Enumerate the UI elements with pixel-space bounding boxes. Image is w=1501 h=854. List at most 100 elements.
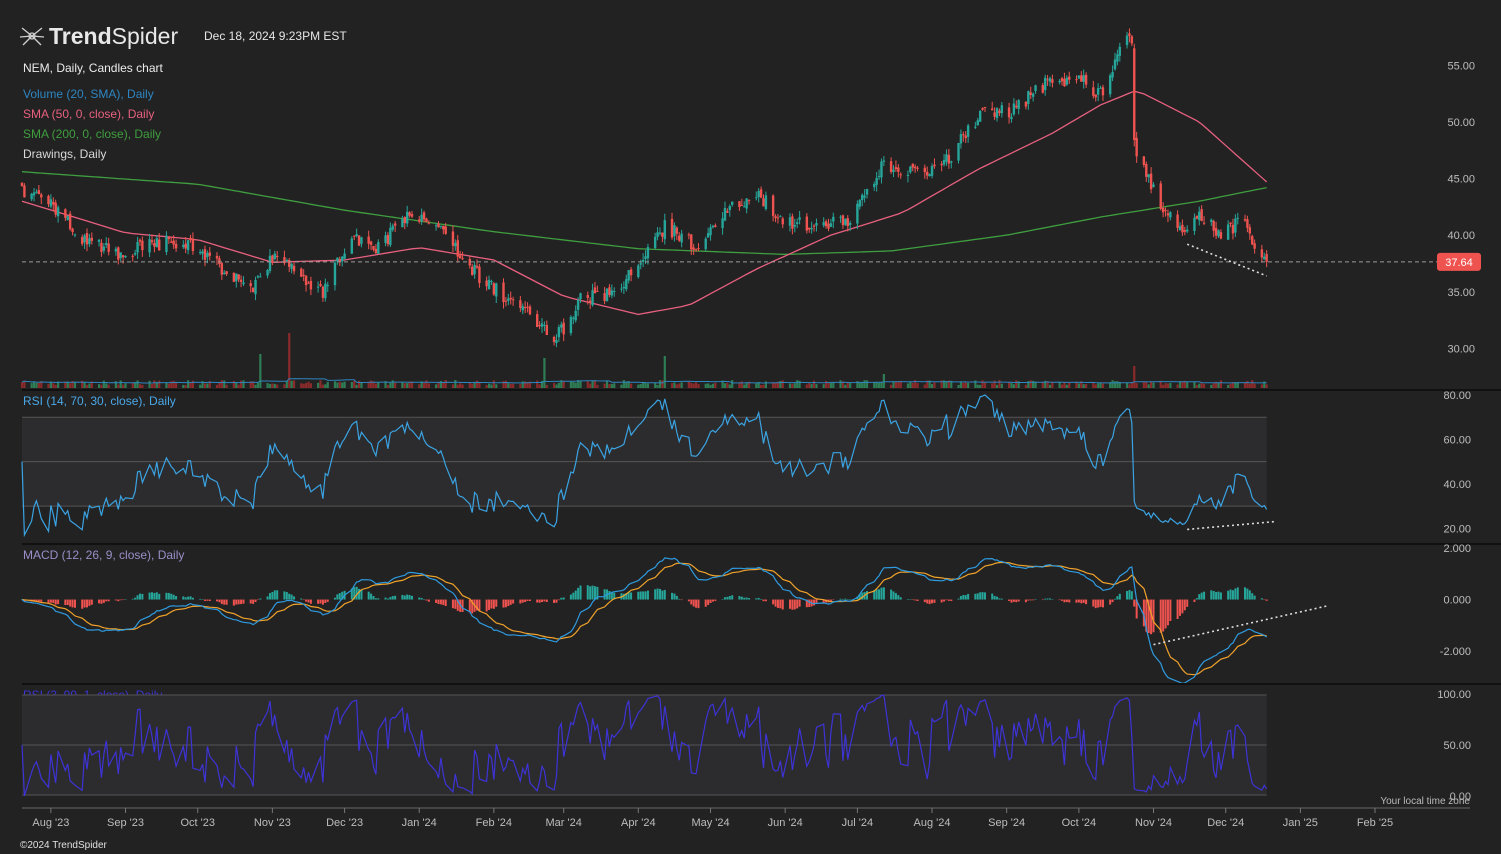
legend-drawings[interactable]: Drawings, Daily (23, 147, 106, 161)
candle-body (511, 299, 515, 301)
macd-histogram-bar (1113, 598, 1116, 600)
macd-histogram-bar (216, 599, 219, 602)
volume-bar (723, 383, 727, 388)
rsi3-pane[interactable]: RSI (3, 99, 1, close), Daily 100.0050.00… (21, 688, 1471, 803)
legend-symbol[interactable]: NEM, Daily, Candles chart (23, 61, 163, 75)
macd-histogram-bar (726, 596, 729, 600)
x-axis-tick-label: Jan '24 (402, 817, 437, 829)
macd-histogram-bar (774, 599, 777, 607)
macd-histogram-bar (490, 599, 493, 609)
macd-histogram-bar (333, 597, 336, 600)
candle-body (762, 198, 765, 207)
macd-histogram-bar (319, 599, 322, 604)
volume-bar (849, 383, 852, 388)
volume-bar (256, 382, 260, 388)
volume-bar (610, 383, 613, 388)
volume-bar (1010, 383, 1013, 388)
macd-histogram-bar (1032, 599, 1035, 601)
volume-bar (73, 381, 77, 388)
candle-body (757, 190, 760, 198)
candle-body (545, 325, 549, 336)
volume-bar (266, 383, 269, 388)
volume-bar (206, 383, 209, 388)
volume-bar (930, 384, 934, 388)
volume-bar (174, 382, 178, 388)
macd-histogram-bar (141, 593, 144, 600)
macd-histogram-bar (184, 597, 187, 600)
price-pane[interactable]: 55.00 50.00 45.00 40.00 35.00 30.00 37.64 (20, 28, 1481, 355)
macd-signal-line (21, 561, 1267, 676)
candle-body (35, 191, 38, 193)
macd-histogram-bar (1203, 591, 1206, 600)
candle-body (892, 169, 895, 173)
volume-bar (117, 384, 120, 388)
macd-histogram-bar (1116, 596, 1119, 600)
macd-histogram-bar (492, 599, 495, 609)
macd-histogram-bar (796, 599, 799, 609)
candle-body (1159, 183, 1162, 209)
volume-bar (772, 382, 775, 388)
volume-bar (1099, 382, 1102, 388)
candle-body (20, 182, 24, 186)
rsi-pane[interactable]: RSI (14, 70, 30, close), Daily 80.00 60.0… (21, 390, 1471, 538)
volume-bar (276, 384, 279, 388)
price-trendline-drawing[interactable] (1186, 243, 1267, 277)
macd-histogram-bar (1000, 598, 1003, 600)
volume-bar (526, 382, 529, 388)
macd-pane[interactable]: MACD (12, 26, 9, close), Daily 2.000 0.00… (21, 543, 1471, 684)
legend-sma50[interactable]: SMA (50, 0, close), Daily (23, 107, 154, 121)
macd-histogram-bar (1044, 598, 1047, 600)
volume-bar (150, 384, 154, 388)
macd-histogram-bar (122, 599, 125, 601)
macd-histogram-bar (411, 595, 414, 600)
x-axis-tick-label: Aug '24 (914, 817, 951, 829)
candle-body (1101, 87, 1105, 96)
legend-volume[interactable]: Volume (20, SMA), Daily (23, 87, 154, 101)
macd-histogram-bar (846, 599, 849, 600)
candle-body (408, 212, 411, 216)
volume-bar (1029, 380, 1032, 388)
candle-body (119, 252, 122, 258)
candle-body (355, 234, 358, 237)
candle-body (731, 201, 734, 205)
macd-histogram-bar (86, 599, 89, 608)
x-axis[interactable]: Aug '23 Sep '23 Oct '23 Nov '23 Dec '23 Jan '… (22, 807, 1470, 829)
rsi3-y-tick-label: 100.00 (1437, 689, 1471, 701)
macd-histogram-bar (1147, 599, 1150, 634)
macd-histogram-bar (897, 595, 900, 600)
candle-body (170, 241, 173, 243)
candle-body (80, 237, 84, 244)
candle-body (574, 310, 577, 321)
candle-body (1210, 219, 1213, 223)
volume-bar (300, 383, 303, 388)
candle-body (880, 161, 883, 178)
volume-bar (367, 381, 370, 388)
volume-bar (1210, 384, 1213, 388)
volume-bar (249, 381, 252, 388)
candle-body (596, 290, 599, 292)
macd-histogram-bar (998, 598, 1001, 600)
volume-bar (545, 384, 548, 388)
volume-bar (273, 383, 276, 388)
sma50-line (21, 90, 1268, 316)
volume-bar (461, 384, 464, 388)
volume-bar (456, 384, 459, 388)
candle-body (350, 238, 354, 254)
macd-histogram-bar (1080, 599, 1083, 604)
candle-body (150, 240, 154, 243)
volume-bar (401, 382, 404, 388)
candle-body (661, 232, 664, 237)
volume-bar (589, 383, 592, 388)
volume-bar (49, 381, 52, 388)
macd-histogram-bar (1126, 591, 1129, 600)
volume-bar (983, 382, 987, 388)
volume-bar (239, 380, 243, 388)
candle-body (945, 154, 948, 162)
candle-body (1082, 75, 1085, 82)
macd-histogram-bar (350, 588, 353, 600)
x-axis-tick-label: Jul '24 (842, 817, 873, 829)
macd-histogram-bar (690, 599, 693, 605)
rsi3-y-tick-label: 50.00 (1443, 740, 1471, 752)
legend-sma200[interactable]: SMA (200, 0, close), Daily (23, 127, 161, 141)
